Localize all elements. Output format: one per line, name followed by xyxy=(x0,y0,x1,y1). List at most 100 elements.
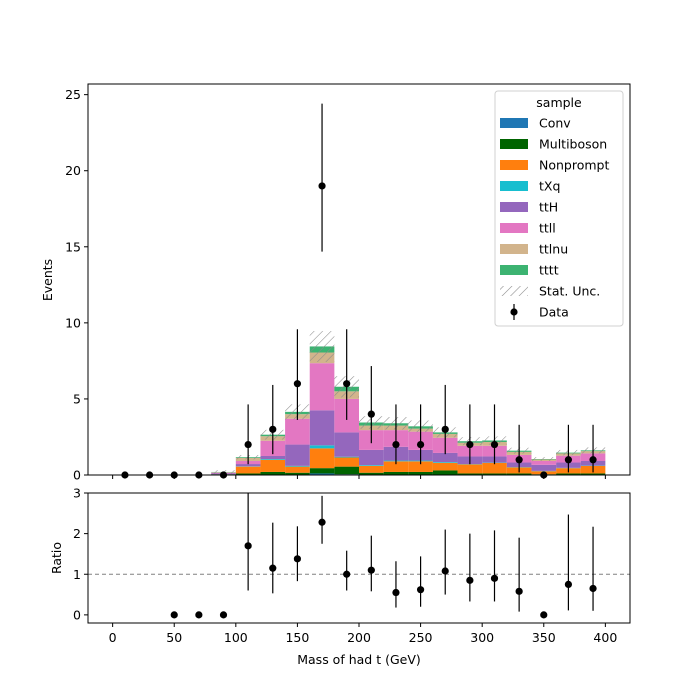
y-tick-label: 10 xyxy=(65,315,81,330)
bar-multiboson xyxy=(309,468,335,474)
legend-label-tth: ttH xyxy=(539,200,558,215)
bar-multiboson xyxy=(432,470,458,475)
main-plot-area xyxy=(121,103,606,479)
y-tick-label: 0 xyxy=(73,468,81,483)
bar-tth xyxy=(334,432,359,457)
legend-swatch-nonprompt xyxy=(500,160,528,170)
ratio-point xyxy=(515,587,523,595)
bar-nonprompt xyxy=(334,457,359,467)
legend-swatch-txq xyxy=(500,181,528,191)
bar-ttll xyxy=(531,461,557,465)
legend-label-tttt: tttt xyxy=(539,263,559,278)
ratio-point xyxy=(589,584,597,593)
data-point xyxy=(515,456,523,464)
ratio-y-tick-label: 3 xyxy=(73,486,81,501)
data-point xyxy=(343,380,351,388)
y-tick-label: 25 xyxy=(65,87,81,102)
bar-multiboson xyxy=(556,473,581,475)
bar-multiboson xyxy=(260,471,286,475)
bar-ttll xyxy=(309,363,335,411)
bar-nonprompt xyxy=(432,462,458,471)
ratio-point xyxy=(269,564,277,572)
data-point xyxy=(269,425,277,433)
legend-label-txq: tXq xyxy=(539,179,560,194)
y-tick-label: 15 xyxy=(65,239,81,254)
legend-label-ttlnu: ttlnu xyxy=(539,242,568,257)
ratio-y-tick-label: 0 xyxy=(73,607,81,622)
ratio-x-axis: 0 50 100 150 200 250 300 350 400 xyxy=(109,623,617,645)
y-tick-label: 5 xyxy=(73,391,81,406)
data-point xyxy=(441,425,449,433)
ratio-point xyxy=(416,586,425,594)
x-axis-label: Mass of had t (GeV) xyxy=(297,652,421,667)
bar-nonprompt xyxy=(309,448,335,469)
bar-multiboson xyxy=(580,473,606,475)
legend-swatch-conv xyxy=(500,118,528,128)
data-point xyxy=(589,456,597,464)
legend-label-nonprompt: Nonprompt xyxy=(539,158,609,173)
legend-swatch-ttlnu xyxy=(500,244,528,254)
data-point xyxy=(244,440,252,449)
data-point xyxy=(318,182,326,190)
x-tick-label: 350 xyxy=(532,630,556,645)
data-point xyxy=(392,440,400,449)
bar-nonprompt xyxy=(285,466,310,473)
bar-tth xyxy=(235,464,261,467)
x-tick-label: 50 xyxy=(166,630,182,645)
ratio-y-tick-label: 2 xyxy=(73,526,81,541)
bar-multiboson xyxy=(482,473,507,475)
legend-label-multiboson: Multiboson xyxy=(539,137,607,152)
legend-data-marker-icon xyxy=(510,308,518,316)
x-tick-label: 100 xyxy=(224,630,248,645)
ratio-point xyxy=(318,518,326,526)
legend-swatch-tttt xyxy=(500,265,528,275)
bar-nonprompt xyxy=(359,465,384,473)
ratio-point xyxy=(441,567,449,575)
ratio-point xyxy=(564,580,573,589)
x-tick-label: 150 xyxy=(285,630,309,645)
bar-nonprompt xyxy=(457,464,483,474)
ratio-point xyxy=(343,570,351,578)
bar-txq xyxy=(432,462,458,463)
bar-multiboson xyxy=(457,473,483,475)
bar-nonprompt xyxy=(383,461,409,472)
bar-multiboson xyxy=(383,471,409,475)
bar-multiboson xyxy=(359,472,384,475)
data-point xyxy=(416,440,425,449)
bar-tth xyxy=(260,455,286,460)
legend-swatch-tth xyxy=(500,202,528,212)
legend-label-conv: Conv xyxy=(539,116,571,131)
ratio-point xyxy=(244,542,252,550)
data-point xyxy=(367,410,375,418)
bar-ttll xyxy=(285,418,310,445)
bar-nonprompt xyxy=(408,461,433,472)
ratio-y-axis: 0 1 2 3 xyxy=(73,486,88,622)
bar-tth xyxy=(531,464,557,471)
ratio-y-axis-label: Ratio xyxy=(49,542,64,574)
stat-unc-band xyxy=(531,457,557,461)
main-x-axis xyxy=(112,475,606,479)
x-tick-label: 200 xyxy=(347,630,371,645)
ratio-point xyxy=(540,611,548,619)
bar-multiboson xyxy=(506,473,532,475)
legend-swatch-ttll xyxy=(500,223,528,233)
legend-label-ttll: ttll xyxy=(539,221,556,236)
legend-swatch-multiboson xyxy=(500,139,528,149)
ratio-plot-area xyxy=(88,493,630,619)
bar-multiboson xyxy=(334,466,359,475)
ratio-point xyxy=(466,576,474,584)
legend-label-stat-unc: Stat. Unc. xyxy=(539,284,600,299)
bar-tth xyxy=(432,452,458,463)
ratio-point xyxy=(293,555,302,563)
legend-label-data: Data xyxy=(539,305,569,320)
ratio-point xyxy=(195,611,203,619)
bar-tth xyxy=(285,444,310,466)
bar-txq xyxy=(309,445,335,449)
x-tick-label: 300 xyxy=(470,630,494,645)
stat-unc-band xyxy=(309,331,335,362)
bar-tth xyxy=(359,449,384,466)
bar-tth xyxy=(309,410,335,446)
legend-swatch-stat-unc xyxy=(500,286,528,296)
y-tick-label: 20 xyxy=(65,163,81,178)
